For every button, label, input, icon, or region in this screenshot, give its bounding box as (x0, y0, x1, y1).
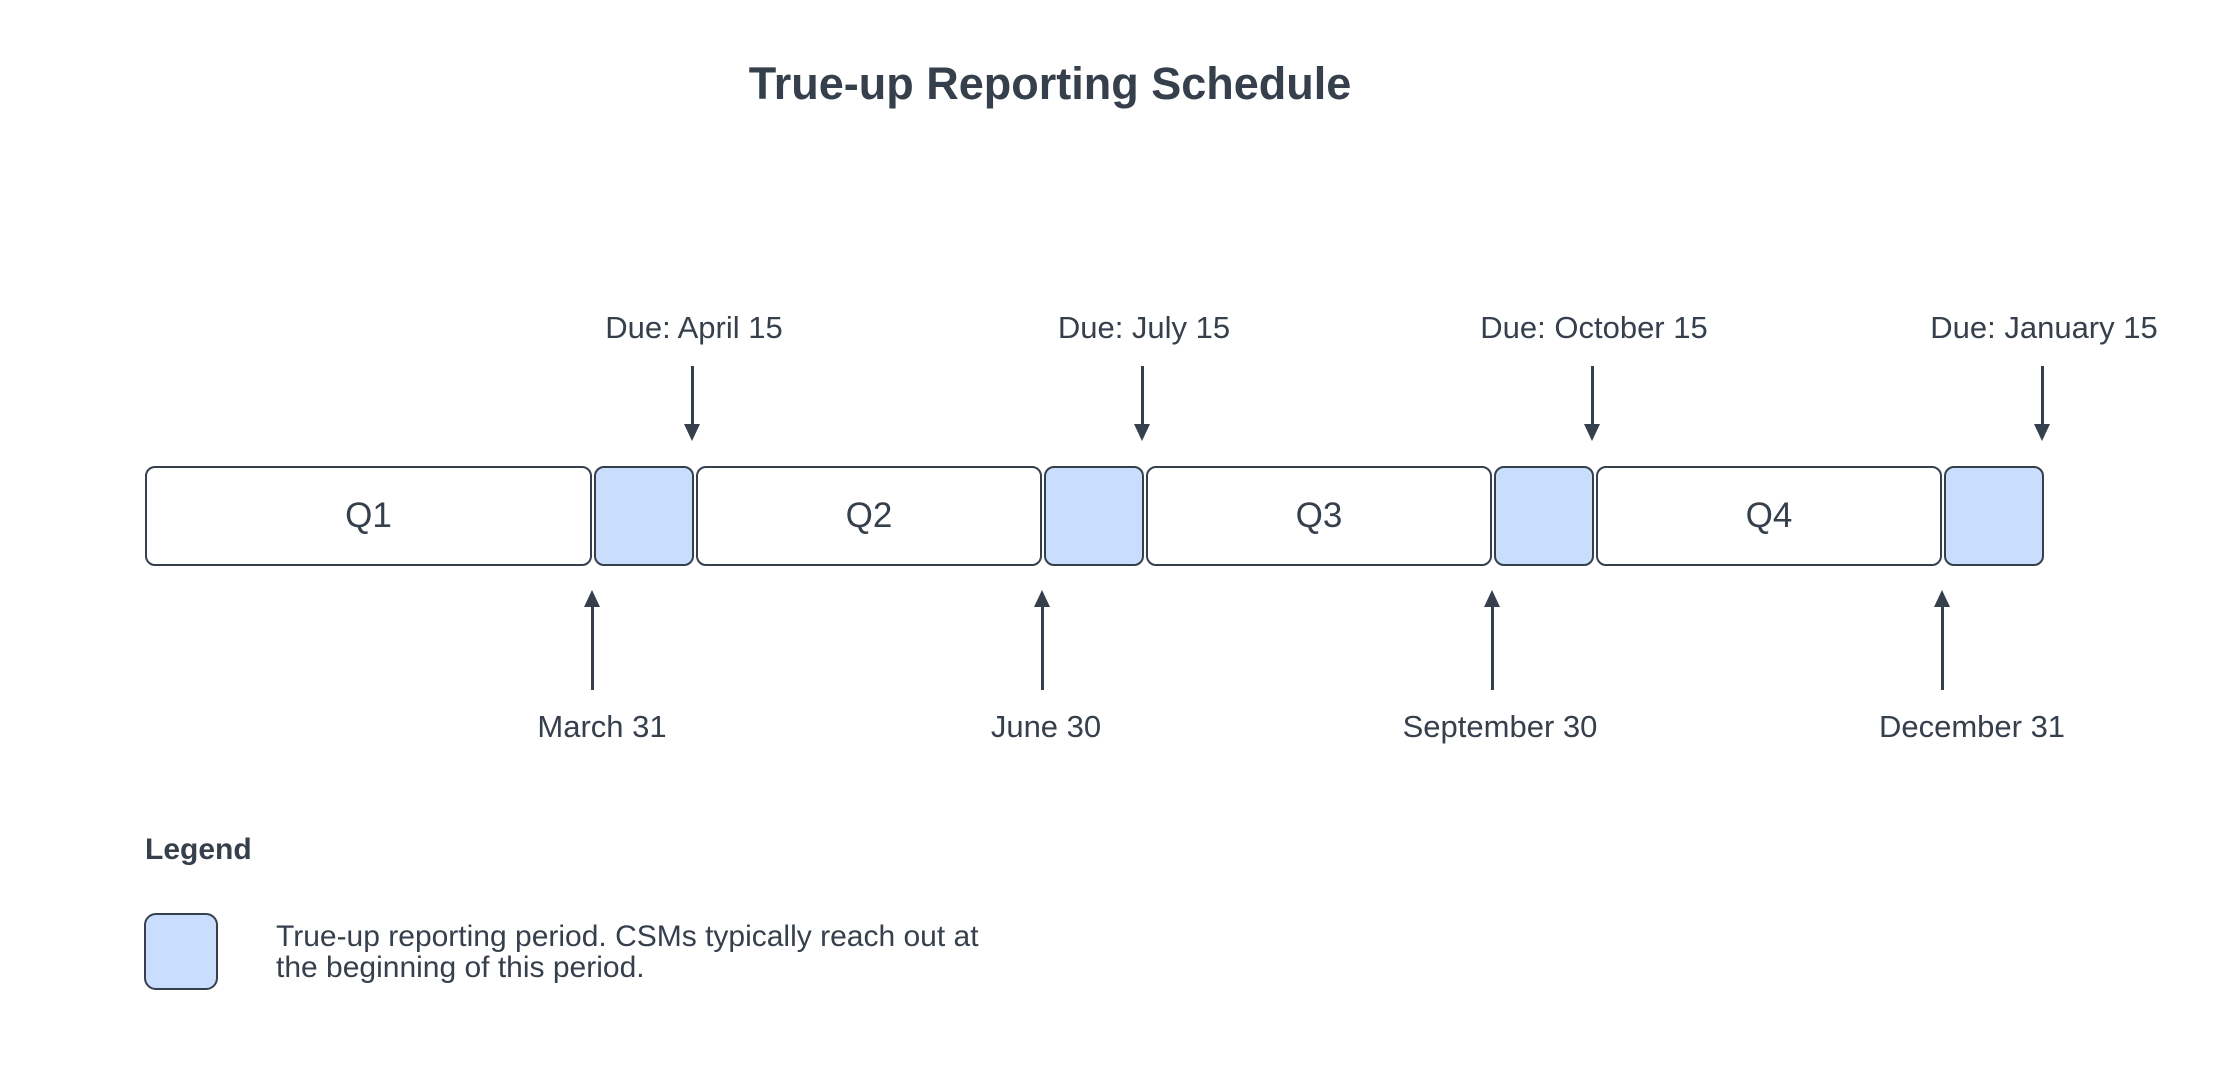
arrow-line (1590, 366, 1594, 424)
quarter-label: Q3 (1295, 496, 1343, 535)
quarter-box-q4: Q4 (1596, 466, 1942, 566)
due-arrow-down-icon-1 (684, 366, 700, 441)
due-arrow-down-icon-3 (1584, 366, 1600, 441)
arrow-head-icon (1584, 424, 1600, 441)
quarter-end-arrow-up-icon-3 (1484, 590, 1500, 690)
trueup-period-box-1 (594, 466, 694, 566)
legend-swatch (144, 913, 218, 990)
arrow-line (690, 366, 694, 424)
arrow-head-icon (1484, 590, 1500, 607)
quarter-box-q3: Q3 (1146, 466, 1492, 566)
legend-description: True-up reporting period. CSMs typically… (276, 921, 979, 983)
arrow-line (2040, 366, 2044, 424)
legend-description-line: the beginning of this period. (276, 951, 645, 984)
page-title: True-up Reporting Schedule (748, 58, 1352, 109)
due-date-label-q1: Due: April 15 (605, 310, 783, 345)
due-arrow-down-icon-2 (1134, 366, 1150, 441)
arrow-line (1940, 607, 1944, 690)
quarter-end-label-q2: June 30 (990, 709, 1102, 744)
due-date-label-q4: Due: January 15 (1930, 310, 2158, 345)
arrow-head-icon (1134, 424, 1150, 441)
quarter-label: Q4 (1745, 496, 1793, 535)
legend-heading: Legend (145, 833, 252, 866)
quarter-end-arrow-up-icon-1 (584, 590, 600, 690)
quarter-end-arrow-up-icon-4 (1934, 590, 1950, 690)
quarter-label: Q2 (845, 496, 893, 535)
arrow-line (1490, 607, 1494, 690)
quarter-box-q2: Q2 (696, 466, 1042, 566)
arrow-head-icon (684, 424, 700, 441)
quarter-end-label-q4: December 31 (1878, 709, 2066, 744)
arrow-line (1040, 607, 1044, 690)
arrow-line (590, 607, 594, 690)
arrow-line (1140, 366, 1144, 424)
quarter-box-q1: Q1 (145, 466, 592, 566)
quarter-end-label-q1: March 31 (537, 709, 667, 744)
trueup-period-box-3 (1494, 466, 1594, 566)
trueup-period-box-2 (1044, 466, 1144, 566)
due-arrow-down-icon-4 (2034, 366, 2050, 441)
arrow-head-icon (2034, 424, 2050, 441)
quarter-end-label-q3: September 30 (1402, 709, 1598, 744)
quarter-end-arrow-up-icon-2 (1034, 590, 1050, 690)
trueup-period-box-4 (1944, 466, 2044, 566)
due-date-label-q3: Due: October 15 (1480, 310, 1708, 345)
quarter-label: Q1 (345, 496, 392, 535)
legend-description-line: True-up reporting period. CSMs typically… (276, 920, 979, 953)
arrow-head-icon (1934, 590, 1950, 607)
arrow-head-icon (1034, 590, 1050, 607)
due-date-label-q2: Due: July 15 (1057, 310, 1231, 345)
arrow-head-icon (584, 590, 600, 607)
